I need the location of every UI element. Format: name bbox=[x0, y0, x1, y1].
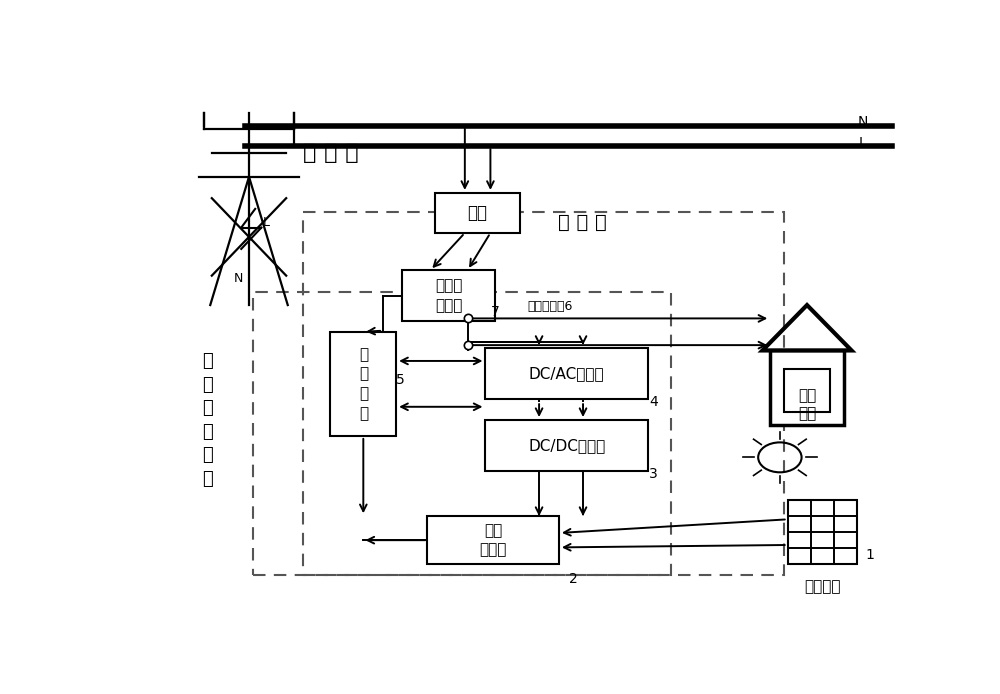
Bar bbox=[427, 516, 559, 564]
Text: 微 电 网: 微 电 网 bbox=[558, 213, 607, 232]
Text: 负载: 负载 bbox=[798, 389, 816, 403]
Text: L: L bbox=[263, 216, 270, 229]
Text: L: L bbox=[859, 135, 867, 150]
Bar bbox=[784, 369, 830, 412]
Bar bbox=[330, 332, 396, 436]
Text: 微
处
理
器: 微 处 理 器 bbox=[359, 347, 368, 421]
Bar bbox=[788, 500, 857, 564]
Text: 1: 1 bbox=[865, 548, 874, 561]
Text: 逆功率
保护器: 逆功率 保护器 bbox=[435, 278, 463, 313]
Text: 7: 7 bbox=[491, 305, 500, 319]
Text: 3: 3 bbox=[649, 468, 658, 482]
Text: 功率
控制器: 功率 控制器 bbox=[479, 523, 507, 557]
Text: 5: 5 bbox=[396, 373, 404, 387]
Text: N: N bbox=[858, 115, 868, 129]
Bar bbox=[253, 291, 671, 575]
Text: DC/DC变换器: DC/DC变换器 bbox=[528, 438, 605, 452]
Text: 4: 4 bbox=[649, 395, 658, 409]
Bar bbox=[770, 350, 844, 425]
Text: 2: 2 bbox=[569, 572, 577, 586]
Bar bbox=[402, 271, 495, 321]
Text: 电表: 电表 bbox=[468, 204, 488, 222]
Text: N: N bbox=[234, 272, 244, 285]
Text: 并
网
逆
变
系
统: 并 网 逆 变 系 统 bbox=[203, 352, 213, 488]
Text: 光伏组件: 光伏组件 bbox=[804, 579, 841, 594]
Text: 负载: 负载 bbox=[798, 406, 816, 421]
Text: 电流传感器6: 电流传感器6 bbox=[527, 300, 572, 313]
Bar bbox=[485, 348, 648, 398]
Bar bbox=[303, 212, 784, 575]
Bar bbox=[485, 420, 648, 471]
Text: 外 电 网: 外 电 网 bbox=[303, 143, 358, 163]
Text: DC/AC逆变器: DC/AC逆变器 bbox=[529, 366, 605, 381]
Bar bbox=[435, 193, 520, 233]
